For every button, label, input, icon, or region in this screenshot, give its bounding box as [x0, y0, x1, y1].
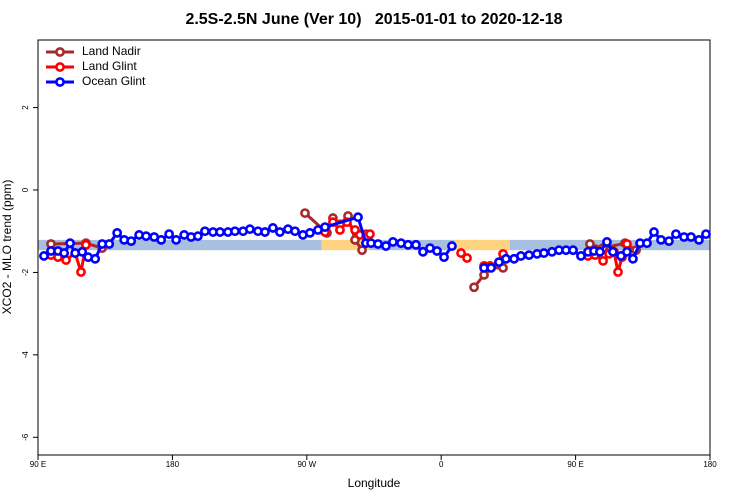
- data-point: [112, 227, 123, 238]
- data-point: [353, 212, 363, 223]
- data-point: [268, 223, 278, 233]
- data-point: [403, 239, 413, 250]
- data-point: [418, 246, 428, 257]
- x-tick-label: 180: [703, 460, 717, 469]
- band: [38, 239, 322, 251]
- data-point: [642, 238, 652, 249]
- data-point: [539, 248, 549, 258]
- y-tick-label: 2: [21, 105, 30, 110]
- plot-frame: [37, 39, 711, 456]
- data-point: [59, 248, 70, 258]
- data-point: [486, 262, 496, 273]
- data-point: [90, 253, 101, 264]
- data-point: [462, 253, 472, 263]
- data-point: [622, 239, 632, 249]
- legend-marker: [55, 47, 65, 57]
- band: [454, 239, 510, 251]
- data-point: [230, 226, 240, 237]
- legend-marker: [55, 62, 65, 72]
- data-point: [381, 241, 391, 251]
- y-tick-label: -6: [21, 433, 30, 441]
- data-point: [568, 245, 578, 256]
- chart-title: 2.5S-2.5N June (Ver 10) 2015-01-01 to 20…: [185, 11, 562, 28]
- data-point: [701, 229, 711, 240]
- data-point: [320, 222, 330, 233]
- data-point: [622, 246, 632, 257]
- legend-label: Land Nadir: [82, 44, 141, 58]
- data-point: [104, 239, 115, 249]
- data-point: [613, 267, 623, 277]
- x-tick-label: 180: [166, 460, 180, 469]
- data-point: [576, 251, 586, 261]
- data-point: [388, 237, 398, 247]
- data-point: [671, 229, 681, 240]
- data-point: [164, 229, 175, 240]
- data-point: [245, 224, 255, 235]
- data-point: [628, 253, 638, 264]
- data-point: [411, 239, 421, 250]
- band: [321, 239, 370, 251]
- data-point: [469, 282, 479, 293]
- data-point: [686, 232, 696, 242]
- data-point: [447, 241, 457, 251]
- data-point: [76, 267, 86, 277]
- data-point: [39, 251, 49, 261]
- data-point: [260, 227, 270, 237]
- data-point: [608, 246, 618, 257]
- data-point: [126, 236, 137, 247]
- data-point: [595, 246, 605, 257]
- data-point: [664, 236, 674, 247]
- data-point: [694, 234, 704, 245]
- x-axis-label: Longitude: [348, 476, 401, 490]
- data-point: [373, 239, 383, 249]
- data-point: [598, 255, 608, 266]
- data-point: [439, 252, 449, 263]
- data-point: [141, 231, 152, 242]
- data-point: [516, 251, 526, 261]
- data-point: [81, 239, 91, 250]
- data-point: [602, 237, 612, 247]
- legend-marker: [55, 77, 65, 87]
- data-point: [215, 227, 225, 237]
- data-point: [200, 226, 210, 237]
- y-axis-label: XCO2 - MLO trend (ppm): [0, 180, 14, 315]
- data-point: [275, 227, 285, 237]
- data-point: [305, 227, 315, 238]
- data-point: [65, 238, 76, 249]
- data-point: [456, 248, 466, 258]
- data-point: [171, 234, 182, 245]
- y-tick-label: -2: [21, 268, 30, 276]
- data-point: [656, 234, 666, 245]
- x-tick-label: 90 E: [567, 460, 583, 469]
- x-tick-label: 0: [439, 460, 444, 469]
- legend-label: Ocean Glint: [82, 74, 146, 88]
- data-point: [193, 231, 203, 242]
- data-point: [300, 208, 310, 218]
- data-point: [501, 253, 511, 264]
- data-point: [365, 229, 375, 240]
- x-tick-label: 90 E: [30, 460, 46, 469]
- y-tick-label: -4: [21, 351, 30, 359]
- legend-label: Land Glint: [82, 59, 137, 73]
- data-point: [77, 246, 88, 257]
- x-tick-label: 90 W: [297, 460, 316, 469]
- data-point: [649, 227, 659, 237]
- data-point: [156, 234, 167, 245]
- data-point: [524, 250, 534, 261]
- data-point: [335, 225, 345, 235]
- data-point: [357, 245, 367, 256]
- data-point: [432, 246, 442, 256]
- data-point: [290, 226, 300, 237]
- y-tick-label: 0: [21, 187, 30, 192]
